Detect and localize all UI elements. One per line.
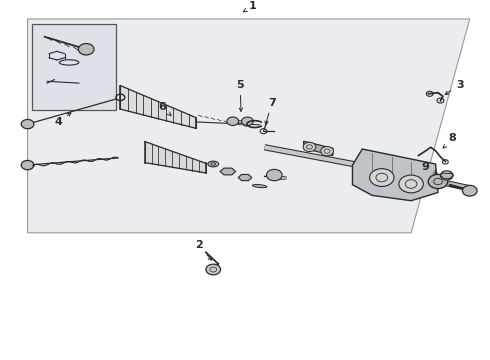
Ellipse shape [208,161,219,167]
Text: 6: 6 [158,102,171,116]
Circle shape [441,171,453,180]
Polygon shape [220,168,236,175]
Circle shape [242,117,253,126]
Text: 8: 8 [443,133,457,148]
Polygon shape [27,19,470,233]
Text: 5: 5 [236,80,244,111]
Circle shape [227,117,239,126]
Polygon shape [32,24,116,110]
Circle shape [267,169,282,181]
Circle shape [21,120,34,129]
Circle shape [78,44,94,55]
Text: 2: 2 [195,240,212,260]
Text: 7: 7 [265,98,276,125]
Text: 9: 9 [422,162,437,173]
Polygon shape [304,141,333,156]
Circle shape [369,168,394,186]
Circle shape [321,147,333,156]
Text: 1: 1 [243,1,256,12]
Polygon shape [238,175,252,181]
Ellipse shape [252,185,267,188]
Circle shape [463,185,477,196]
Text: 3: 3 [445,80,464,95]
Circle shape [206,264,220,275]
Circle shape [303,142,316,152]
Text: 4: 4 [54,113,71,127]
Circle shape [428,174,448,189]
Circle shape [21,161,34,170]
Polygon shape [352,149,438,201]
Circle shape [399,175,423,193]
